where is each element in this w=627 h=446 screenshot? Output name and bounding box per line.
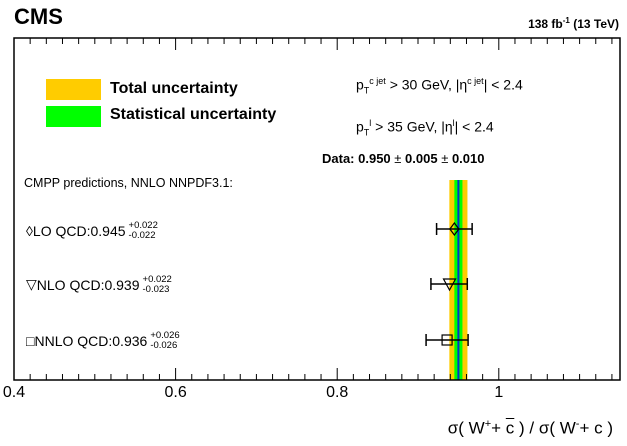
prediction-marker-nlo <box>442 278 457 292</box>
jet-cut-label: pTc jet > 30 GeV, |ηc jet| < 2.4 <box>356 76 523 96</box>
legend-stat-swatch <box>46 106 101 127</box>
x-tick-label: 0.8 <box>326 384 349 401</box>
prediction-label-nnlo: □ NNLO QCD: 0.936 +0.026 -0.026 <box>26 330 180 351</box>
measurement-label: Data: 0.950 ± 0.005 ± 0.010 <box>322 151 485 166</box>
luminosity-label: 138 fb-1 (13 TeV) <box>528 16 619 31</box>
prediction-label-lo: ◊ LO QCD: 0.945 +0.022 -0.022 <box>26 220 158 241</box>
x-tick-label: 0.6 <box>164 384 187 401</box>
prediction-marker-lo <box>449 222 460 236</box>
prediction-label-nlo: ▽ NLO QCD: 0.939 +0.022 -0.023 <box>26 274 172 295</box>
x-tick-label: 1 <box>494 384 504 401</box>
x-axis-label: σ( W++ c ) / σ( W-+ c ) <box>447 418 613 438</box>
legend-stat-label: Statistical uncertainty <box>110 106 277 123</box>
prediction-marker-nnlo <box>441 334 453 346</box>
lepton-cut-label: pTl > 35 GeV, |ηl| < 2.4 <box>356 118 494 138</box>
experiment-label: CMS <box>14 4 63 29</box>
plot-frame <box>13 37 621 381</box>
x-tick-label: 0.4 <box>2 384 26 401</box>
legend-total-swatch <box>46 79 101 100</box>
legend-total-label: Total uncertainty <box>110 80 238 97</box>
predictions-header: CMPP predictions, NNLO NNPDF3.1: <box>24 176 233 190</box>
